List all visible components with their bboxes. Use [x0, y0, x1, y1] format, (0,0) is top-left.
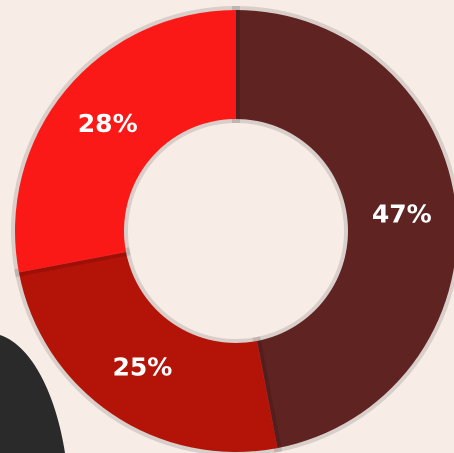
page: {"chart_data": {"type": "donut", "values… [0, 0, 454, 453]
slice-label: 47% [372, 199, 432, 228]
slice-label: 28% [78, 109, 138, 138]
slice-label: 25% [112, 353, 172, 382]
donut [15, 10, 454, 452]
chart: 47% 25% 28% [0, 0, 454, 453]
donut-slice [15, 10, 236, 272]
